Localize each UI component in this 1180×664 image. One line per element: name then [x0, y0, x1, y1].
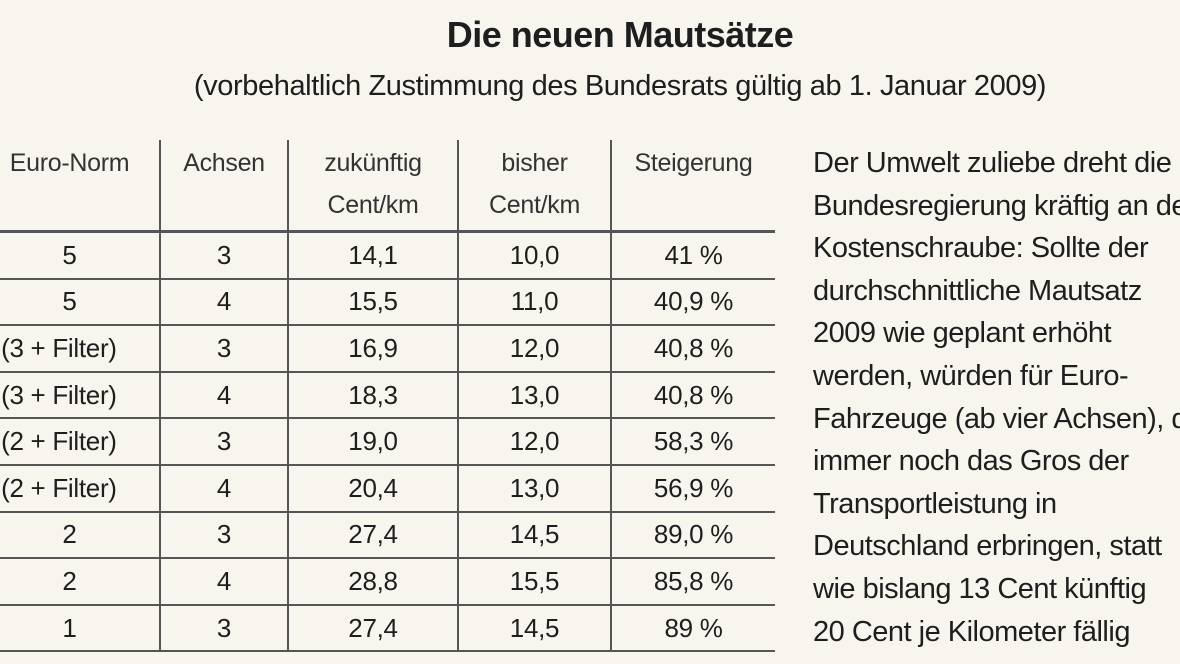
cell-achsen: 4	[159, 278, 288, 327]
cell-euro-norm: 4 (3 + Filter)	[0, 371, 160, 420]
cell-steigerung: 89,0 %	[610, 511, 775, 560]
table-row: 4 (3 + Filter) 3 16,9 12,0 40,8 %	[0, 325, 775, 373]
table-row: 3 (2 + Filter) 4 20,4 13,0 56,9 %	[0, 464, 775, 513]
cell-steigerung: 89 %	[610, 604, 775, 653]
article-body-text: Der Umwelt zuliebe dreht die Bundesregie…	[813, 142, 1180, 653]
text-line: Transportleistung in	[813, 487, 1057, 520]
cell-euro-norm: 3 (2 + Filter)	[0, 464, 160, 513]
cell-bisher: 10,0	[457, 231, 611, 280]
cell-zukuenftig: 16,9	[287, 325, 458, 373]
header-euro-norm: Euro-Norm	[0, 140, 160, 233]
table-row: 4 (3 + Filter) 4 18,3 13,0 40,8 %	[0, 371, 775, 420]
table-row: 5 4 15,5 11,0 40,9 %	[0, 278, 775, 327]
header-bisher: bisher Cent/km	[457, 140, 611, 233]
text-line: durchschnittliche Mautsatz	[813, 274, 1142, 307]
cell-achsen: 4	[159, 464, 288, 513]
cell-zukuenftig: 15,5	[287, 278, 458, 327]
cell-steigerung: 40,8 %	[610, 325, 775, 373]
cell-bisher: 15,5	[457, 558, 611, 606]
cell-achsen: 3	[159, 325, 288, 373]
text-line: werden, würden für Euro-	[813, 359, 1129, 392]
text-line: Kostenschraube: Sollte der	[813, 232, 1149, 265]
cell-euro-norm: 5	[0, 231, 160, 280]
cell-achsen: 3	[159, 511, 288, 560]
cell-zukuenftig: 28,8	[287, 558, 458, 606]
cell-steigerung: 58,3 %	[610, 418, 775, 466]
cell-bisher: 13,0	[457, 371, 611, 420]
cell-steigerung: 40,9 %	[610, 278, 775, 327]
cell-achsen: 3	[159, 231, 288, 280]
cell-achsen: 3	[159, 604, 288, 653]
header-zukuenftig: zukünftig Cent/km	[287, 140, 458, 233]
cell-euro-norm: 3 (2 + Filter)	[0, 418, 160, 466]
text-line: immer noch das Gros der	[813, 445, 1129, 478]
cell-euro-norm: 2	[0, 558, 160, 606]
cell-achsen: 4	[159, 371, 288, 420]
cell-steigerung: 85,8 %	[610, 558, 775, 606]
text-line: Bundesregierung kräftig an der	[813, 189, 1180, 222]
cell-zukuenftig: 19,0	[287, 418, 458, 466]
cell-euro-norm: 2	[0, 511, 160, 560]
text-line: 20 Cent je Kilometer fällig	[813, 615, 1130, 648]
cell-zukuenftig: 27,4	[287, 604, 458, 653]
table-header-row: Euro-Norm Achsen zukünftig Cent/km bisher…	[0, 140, 775, 233]
cell-bisher: 14,5	[457, 604, 611, 653]
cell-zukuenftig: 18,3	[287, 371, 458, 420]
text-line: 2009 wie geplant erhöht	[813, 317, 1112, 350]
cell-zukuenftig: 14,1	[287, 231, 458, 280]
cell-bisher: 11,0	[457, 278, 611, 327]
page-title: Die neuen Mautsätze	[446, 14, 794, 55]
text-line: Fahrzeuge (ab vier Achsen), die	[813, 402, 1180, 435]
text-line: wie bislang 13 Cent künftig	[813, 572, 1147, 605]
cell-euro-norm: 4 (3 + Filter)	[0, 325, 160, 373]
cell-zukuenftig: 20,4	[287, 464, 458, 513]
table-row: 2 3 27,4 14,5 89,0 %	[0, 511, 775, 560]
cell-bisher: 13,0	[457, 464, 611, 513]
cell-euro-norm: 5	[0, 278, 160, 327]
cell-achsen: 3	[159, 418, 288, 466]
table-row: 2 4 28,8 15,5 85,8 %	[0, 558, 775, 606]
header-steigerung: Steigerung	[610, 140, 775, 233]
cell-steigerung: 56,9 %	[610, 464, 775, 513]
table-row: 3 (2 + Filter) 3 19,0 12,0 58,3 %	[0, 418, 775, 466]
cell-steigerung: 41 %	[610, 231, 775, 280]
cell-bisher: 12,0	[457, 325, 611, 373]
text-line: Der Umwelt zuliebe dreht die	[813, 147, 1172, 179]
cell-achsen: 4	[159, 558, 288, 606]
toll-rates-table: Euro-Norm Achsen zukünftig Cent/km bisher…	[0, 140, 775, 653]
page-subtitle: (vorbehaltlich Zustimmung des Bundesrats…	[193, 70, 1047, 102]
text-line: Deutschland erbringen, statt	[813, 530, 1162, 563]
header-achsen: Achsen	[159, 140, 288, 233]
cell-bisher: 14,5	[457, 511, 611, 560]
cell-euro-norm: 1	[0, 604, 160, 653]
cell-zukuenftig: 27,4	[287, 511, 458, 560]
cell-steigerung: 40,8 %	[610, 371, 775, 420]
cell-bisher: 12,0	[457, 418, 611, 466]
table-row: 1 3 27,4 14,5 89 %	[0, 604, 775, 653]
table-row: 5 3 14,1 10,0 41 %	[0, 231, 775, 280]
